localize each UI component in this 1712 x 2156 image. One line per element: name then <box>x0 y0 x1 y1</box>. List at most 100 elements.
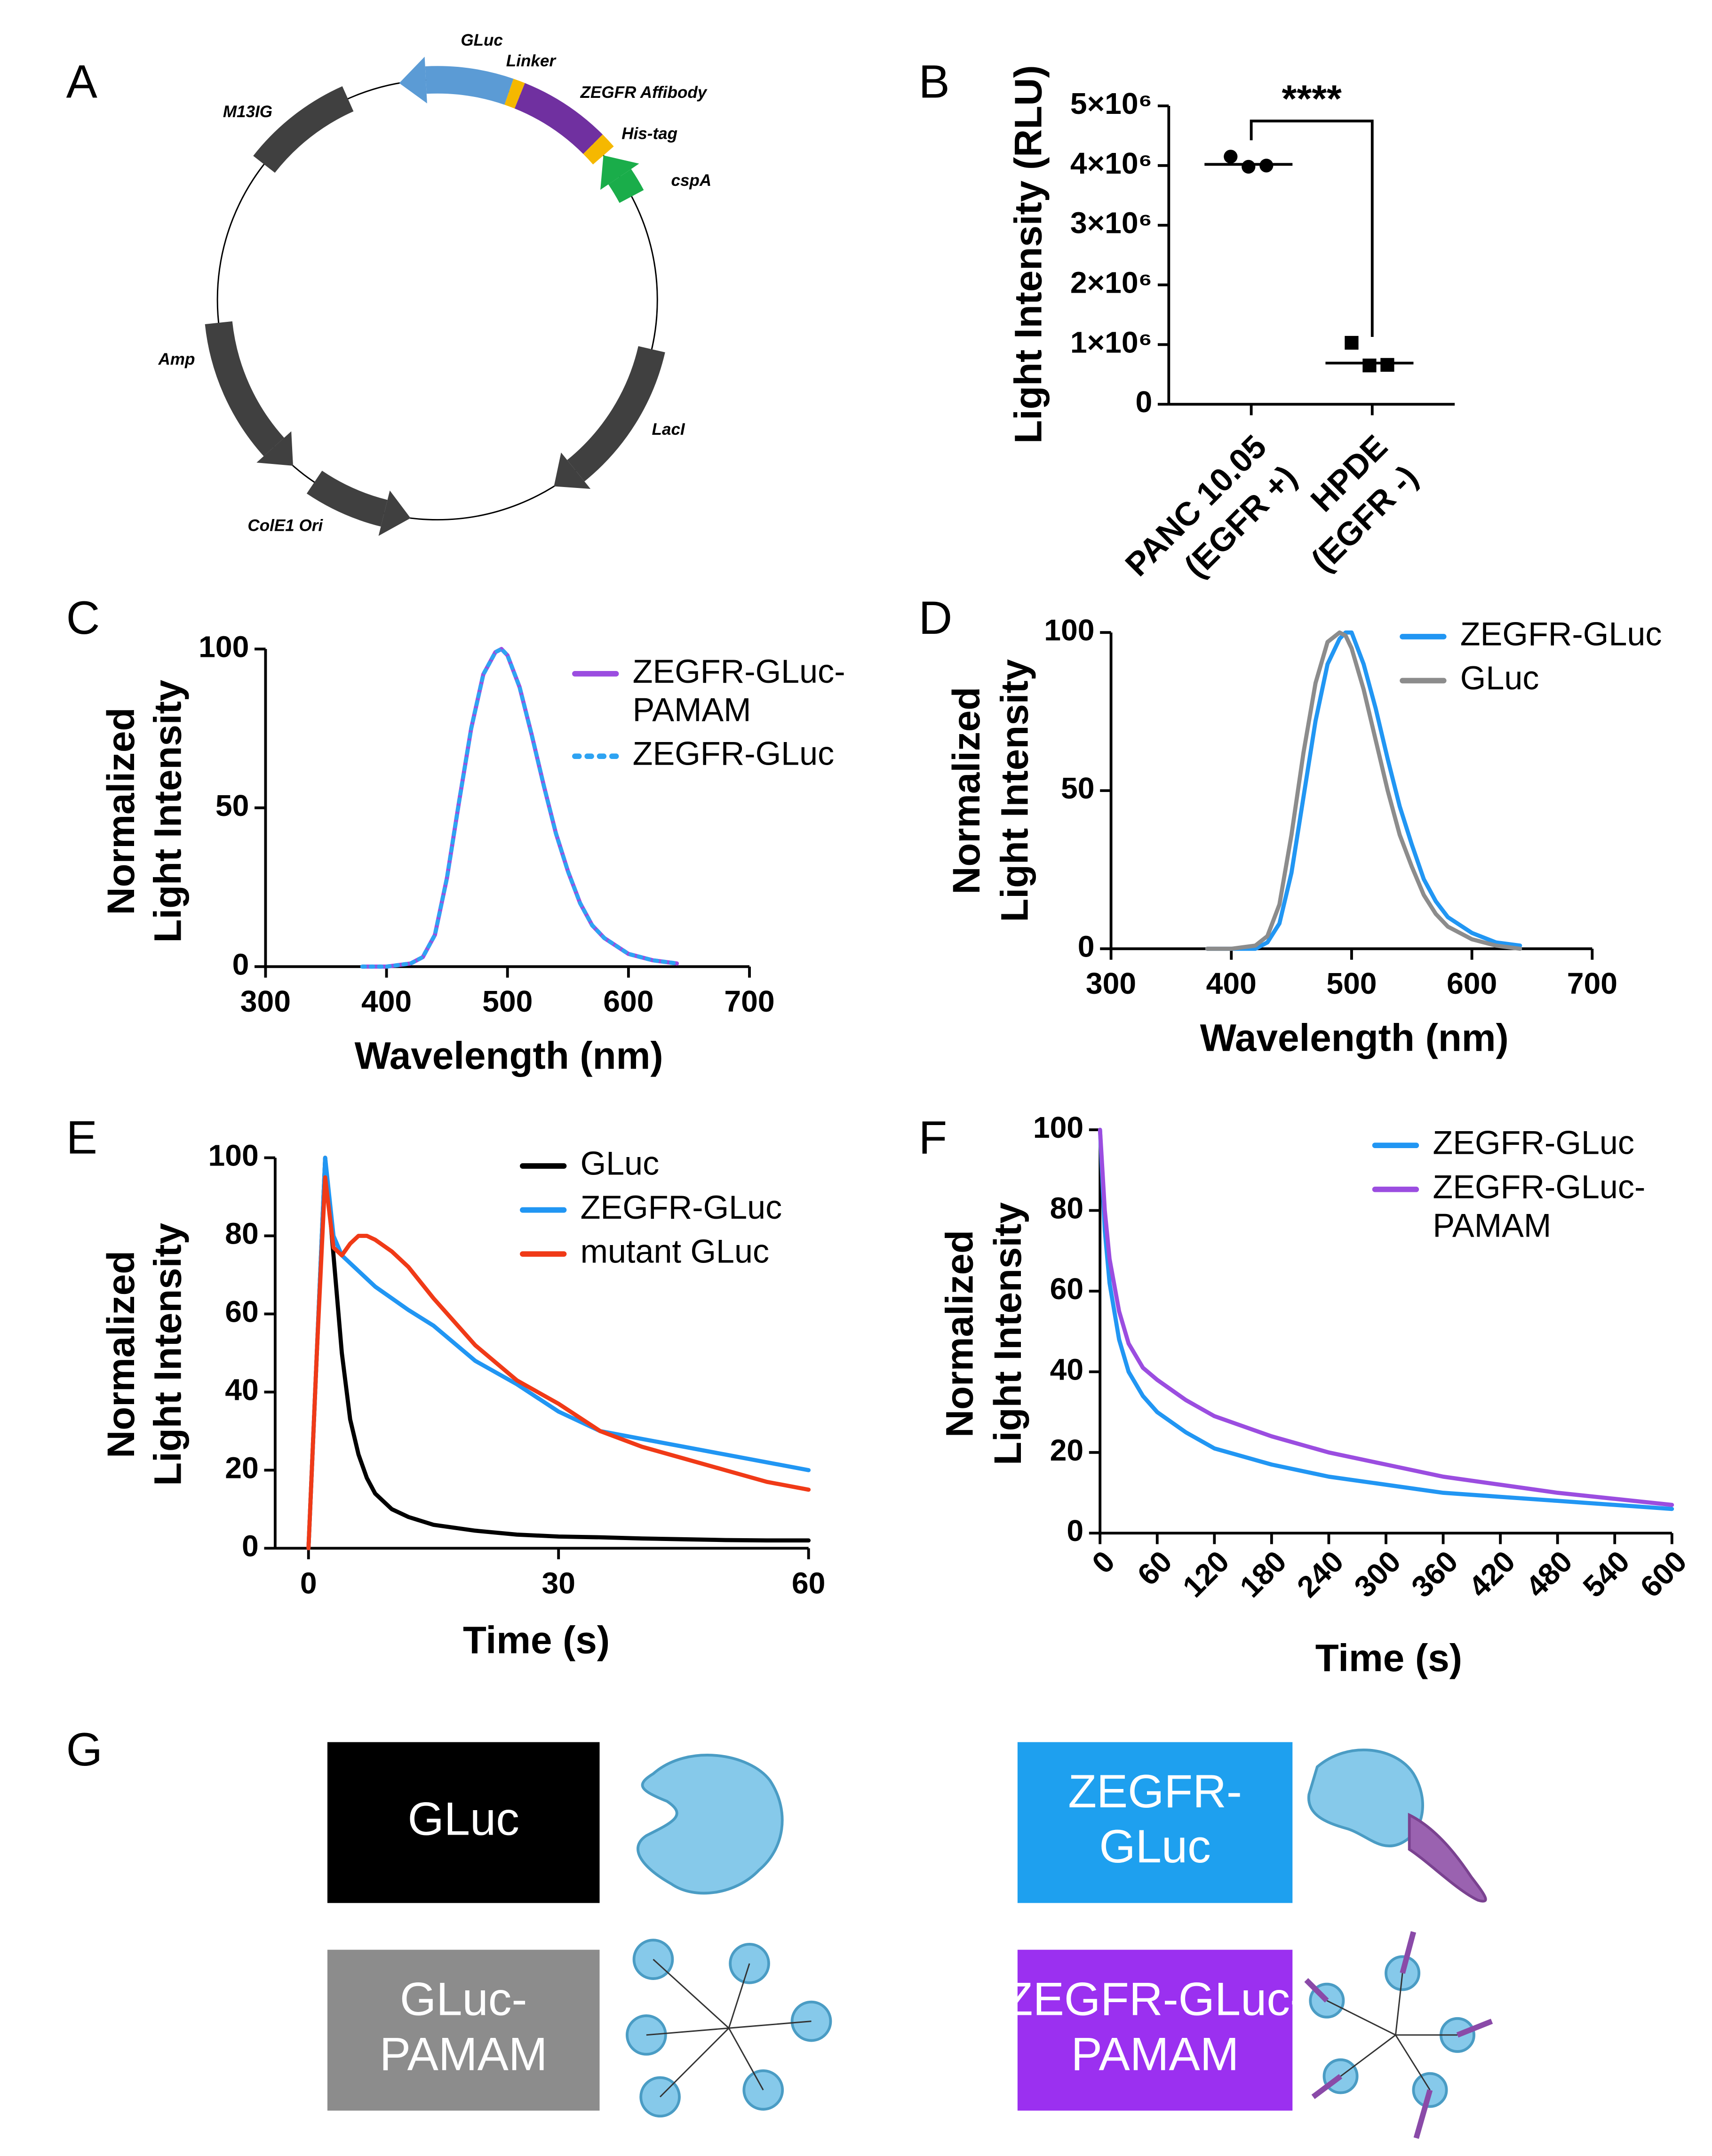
series-line <box>1098 1127 1674 1507</box>
plasmid-label: Amp <box>158 350 195 368</box>
y-axis-title: Normalized <box>945 687 988 894</box>
x-tick-label: 0 <box>1085 1544 1121 1580</box>
y-axis-title: Light Intensity <box>146 1222 189 1486</box>
y-tick-label: 100 <box>1044 613 1094 647</box>
construct-label: PAMAM <box>1071 2028 1239 2080</box>
construct-box <box>1017 1742 1293 1903</box>
significance-bracket <box>1250 120 1374 337</box>
y-axis-title: Normalized <box>100 1251 143 1458</box>
y-tick-label: 0 <box>242 1529 259 1563</box>
y-tick-label: 80 <box>1050 1191 1083 1225</box>
x-tick-label: 700 <box>724 984 774 1018</box>
legend-label: ZEGFR-GLuc <box>1433 1125 1634 1161</box>
x-tick-label: 700 <box>1567 966 1617 1000</box>
x-axis-title: Wavelength (nm) <box>1200 1017 1509 1060</box>
plasmid-arrowhead <box>554 452 591 489</box>
panel-label: C <box>66 592 100 644</box>
plasmid-feature <box>608 169 644 203</box>
data-point <box>1345 335 1359 350</box>
x-tick-label: 300 <box>1348 1544 1408 1604</box>
x-tick-label: 400 <box>361 984 412 1018</box>
panel-label: G <box>66 1724 103 1776</box>
legend-label: ZEGFR-GLuc-PAMAM <box>633 653 845 728</box>
y-tick-label: 4×10⁶ <box>1070 146 1152 180</box>
x-tick-label: 120 <box>1176 1544 1236 1604</box>
y-tick-label: 0 <box>1067 1514 1083 1548</box>
y-tick-label: 1×10⁶ <box>1070 325 1152 359</box>
y-tick-label: 20 <box>1050 1433 1083 1467</box>
x-axis-title: Time (s) <box>1315 1637 1462 1680</box>
series-line <box>1205 630 1522 951</box>
y-tick-label: 60 <box>1050 1272 1083 1306</box>
plasmid-label: cspA <box>671 171 711 190</box>
protein-icons <box>626 1749 1493 2139</box>
y-tick-label: 40 <box>225 1373 258 1406</box>
x-tick-label: 60 <box>792 1566 825 1600</box>
y-axis-title: Normalized <box>939 1230 981 1437</box>
x-tick-label: 500 <box>1326 966 1377 1000</box>
y-axis-title: Light Intensity <box>146 679 189 943</box>
plasmid-label: His-tag <box>621 125 677 143</box>
construct-box <box>327 1949 600 2111</box>
y-tick-label: 20 <box>225 1451 258 1485</box>
y-tick-label: 100 <box>1033 1110 1083 1144</box>
y-tick-label: 60 <box>225 1294 258 1328</box>
plasmid-label: ColE1 Ori <box>247 516 323 535</box>
plasmid-feature <box>514 83 603 154</box>
series-line <box>1098 1127 1674 1511</box>
x-tick-label: 420 <box>1462 1544 1522 1604</box>
x-axis-title: Time (s) <box>463 1619 610 1662</box>
x-tick-label: 540 <box>1577 1544 1636 1604</box>
significance-label: **** <box>1282 78 1342 120</box>
plasmid-feature <box>504 79 525 109</box>
plasmid-feature <box>253 86 354 173</box>
plasmid-arrowhead <box>399 56 427 104</box>
plasmid-feature <box>567 346 665 482</box>
x-tick-label: 480 <box>1519 1544 1579 1604</box>
plasmid-arrowhead <box>600 155 639 190</box>
x-tick-label: 600 <box>1633 1544 1693 1604</box>
plasmid-feature <box>583 134 614 165</box>
data-point <box>1380 358 1394 372</box>
series-line <box>360 647 679 969</box>
y-tick-label: 2×10⁶ <box>1070 265 1152 299</box>
y-tick-label: 50 <box>215 789 249 822</box>
x-tick-label: 500 <box>482 984 533 1018</box>
panel-label: E <box>66 1112 97 1164</box>
x-tick-label: 300 <box>240 984 291 1018</box>
x-axis-title: Wavelength (nm) <box>355 1035 663 1078</box>
legend-label: GLuc <box>581 1145 660 1182</box>
legend-label: ZEGFR-GLuc <box>633 735 835 772</box>
plasmid-arrowhead <box>378 490 411 536</box>
x-tick-label: 600 <box>603 984 653 1018</box>
construct-label: GLuc <box>1099 1821 1210 1873</box>
construct-label: ZEGFR- <box>1068 1765 1242 1818</box>
panel-label: B <box>918 56 949 108</box>
legend-label: ZEGFR-GLuc <box>581 1189 782 1226</box>
x-tick-label: 60 <box>1131 1544 1178 1592</box>
x-tick-label: 400 <box>1206 966 1257 1000</box>
y-axis-title: Light Intensity <box>987 1202 1029 1466</box>
plasmid-label: GLuc <box>461 31 503 49</box>
data-point <box>1224 150 1238 164</box>
y-tick-label: 100 <box>199 630 249 663</box>
panel-label: A <box>66 56 98 108</box>
plasmid-label: Linker <box>506 52 557 70</box>
y-tick-label: 50 <box>1061 771 1094 805</box>
construct-box <box>1017 1949 1293 2111</box>
series-line <box>1205 630 1522 951</box>
construct-label: ZEGFR-GLuc- <box>1004 1973 1306 2025</box>
plasmid-feature <box>425 66 514 105</box>
legend-label: GLuc <box>1460 660 1539 696</box>
legend-label: ZEGFR-GLuc <box>1460 616 1662 653</box>
plasmid-label: LacI <box>652 420 685 439</box>
x-tick-label: 600 <box>1447 966 1497 1000</box>
data-point <box>1242 160 1256 174</box>
plasmid-arrowhead <box>256 431 293 466</box>
x-tick-label: 300 <box>1086 966 1136 1000</box>
y-tick-label: 0 <box>1078 929 1095 963</box>
y-tick-label: 40 <box>1050 1352 1083 1386</box>
construct-label: GLuc- <box>400 1973 527 2025</box>
construct-box <box>327 1742 600 1903</box>
